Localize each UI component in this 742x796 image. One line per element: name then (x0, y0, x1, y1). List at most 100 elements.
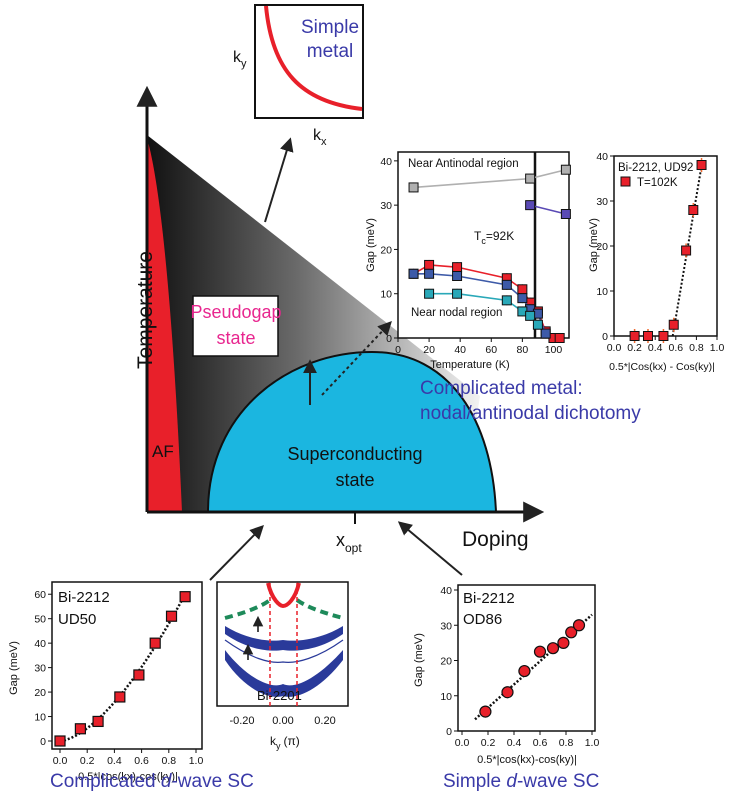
temp-ytick-label-1: 10 (380, 289, 392, 301)
od86-ytick-label-4: 40 (440, 585, 452, 597)
ud92-legend-label: T=102K (637, 177, 678, 189)
ud92-point-2 (658, 331, 669, 341)
od86-title-line1: Bi-2212 (463, 590, 515, 607)
ud50-frame (51, 581, 203, 750)
sc-label-line2: state (335, 470, 374, 490)
ud50-ytick-label-2: 20 (34, 687, 46, 699)
antinodal-label: Near Antinodal region (408, 158, 519, 170)
temp-point-4-1 (452, 288, 463, 299)
caption-simple-d-wave: Simple d-wave SC (443, 771, 599, 792)
ud50-xtick-label-5: 1.0 (189, 755, 204, 767)
od86-xtick-label-1: 0.2 (481, 737, 496, 749)
ud92-point-4 (681, 245, 692, 256)
bi2201-k: k (270, 734, 277, 748)
ud50-point-6 (165, 610, 178, 622)
od86-point-6 (565, 626, 578, 639)
ud92-xlabel: 0.5*|Cos(kx) - Cos(ky)| (609, 361, 715, 373)
od86-point-5 (557, 636, 570, 649)
temp-chart-ticks: 0 20 40 60 80 100 0 10 20 30 40 (380, 156, 562, 356)
ud50-xtick-label-2: 0.4 (107, 755, 122, 767)
caption-metal-line2: nodal/antinodal dichotomy (420, 403, 641, 424)
od86-point-4 (546, 642, 560, 655)
ud92-xtick-label-0: 0.0 (607, 342, 622, 354)
ud92-xtick-label-3: 0.6 (668, 342, 683, 354)
temp-point-3-4 (517, 293, 528, 304)
ud92-point-1 (642, 331, 653, 341)
temp-xtick-label-5: 100 (545, 344, 563, 356)
sc-label-line1: Superconducting (287, 444, 422, 464)
ud92-ytick-label-4: 40 (596, 151, 608, 163)
temp-point-2-1 (424, 259, 435, 270)
ud92-ytick-label-3: 30 (596, 196, 608, 208)
kx-sub: x (321, 136, 327, 148)
temp-xtick-label-2: 40 (454, 344, 466, 356)
temp-point-0-2 (560, 164, 571, 175)
temp-ytick-label-0: 0 (386, 333, 392, 345)
temp-point-3-3 (501, 279, 512, 290)
tc-T: T (474, 229, 482, 243)
od86-ticks: 0.0 0.2 0.4 0.6 0.8 1.0 0 10 20 30 40 (440, 585, 599, 749)
ud92-chart: Bi-2212, UD92 T=102K Gap (meV) 0.5*|Cos(… (588, 151, 724, 373)
simple-metal-inset: Simple metal kx ky (233, 4, 364, 148)
temp-point-4-2 (501, 295, 512, 306)
bi2201-tick-2: 0.00 (272, 715, 293, 727)
temp-xtick-label-1: 20 (423, 344, 435, 356)
tc-rest: =92K (486, 229, 514, 243)
cd-d: d (161, 771, 173, 792)
temp-point-3-2 (452, 271, 463, 281)
simple-metal-frame (254, 4, 364, 119)
ud92-xtick-label-4: 0.8 (689, 342, 704, 354)
pseudogap-label-line1: Pseudogap (190, 302, 281, 322)
ud92-xtick-label-1: 0.2 (627, 342, 642, 354)
ud50-xtick-label-0: 0.0 (53, 755, 68, 767)
simple-metal-title-line1: Simple (301, 17, 359, 38)
superconducting-dome (206, 350, 498, 513)
cd-post: -wave SC (171, 771, 253, 792)
temp-chart-ylabel: Gap (meV) (365, 218, 377, 272)
ky-label: ky (233, 49, 247, 70)
temp-point-0-0 (408, 182, 419, 193)
bi2201-inset: Bi-2201 -0.20 0.00 0.20 ky (π) (216, 581, 349, 751)
od86-ytick-label-0: 0 (446, 726, 452, 738)
nodal-label: Near nodal region (411, 307, 502, 319)
simple-metal-title-line2: metal (307, 41, 353, 62)
temp-point-4-5 (532, 319, 543, 330)
x-opt-sub: opt (345, 541, 362, 555)
doping-axis-label: Doping (462, 528, 529, 551)
ud50-ytick-label-1: 10 (34, 712, 46, 724)
ud50-title-line1: Bi-2212 (58, 589, 110, 606)
ud50-ytick-label-6: 60 (34, 589, 46, 601)
band-low (225, 650, 343, 697)
ud92-ticks: 0.0 0.2 0.4 0.6 0.8 1.0 0 10 20 30 40 (596, 151, 724, 354)
dotted-arrow-to-metal (321, 320, 392, 396)
ud50-xtick-label-1: 0.2 (80, 755, 95, 767)
kx-label: kx (313, 127, 327, 148)
temp-point-0-1 (525, 173, 536, 184)
ud50-chart: Bi-2212 UD50 Gap (meV) 0.5*|cos(kx)-cos(… (8, 581, 203, 783)
temp-chart-marks (408, 164, 571, 343)
sd-post: -wave SC (517, 771, 599, 792)
od86-chart: Bi-2212 OD86 Gap (meV) 0.5*|cos(kx)-cos(… (413, 584, 599, 766)
ud50-ytick-label-0: 0 (40, 736, 46, 748)
ud50-ytick-label-3: 30 (34, 663, 46, 675)
ud50-ytick-label-5: 50 (34, 614, 46, 626)
ud50-point-5 (149, 637, 161, 649)
ud50-title-line2: UD50 (58, 611, 96, 628)
temp-series-line-1 (529, 204, 567, 215)
cd-pre: Complicated (50, 771, 161, 792)
ud92-title: Bi-2212, UD92 (618, 162, 693, 174)
caption-metal-line1: Complicated metal: (420, 378, 583, 399)
pseudogap-label-line2: state (216, 328, 255, 348)
ud50-ticks: 0.0 0.2 0.4 0.6 0.8 1.0 0 10 20 30 40 50 60 (34, 589, 203, 767)
temp-point-2-4 (517, 284, 528, 295)
gap-temperature-chart: Near Antinodal region Near nodal region … (365, 151, 571, 371)
od86-xtick-label-2: 0.4 (507, 737, 522, 749)
sd-d: d (506, 771, 518, 792)
od86-point-0 (479, 705, 492, 718)
ud92-point-0 (629, 331, 640, 341)
ud50-point-0 (54, 735, 66, 747)
temp-chart-xlabel: Temperature (K) (430, 359, 509, 371)
od86-frame (457, 584, 596, 732)
od86-xtick-label-0: 0.0 (455, 737, 470, 749)
